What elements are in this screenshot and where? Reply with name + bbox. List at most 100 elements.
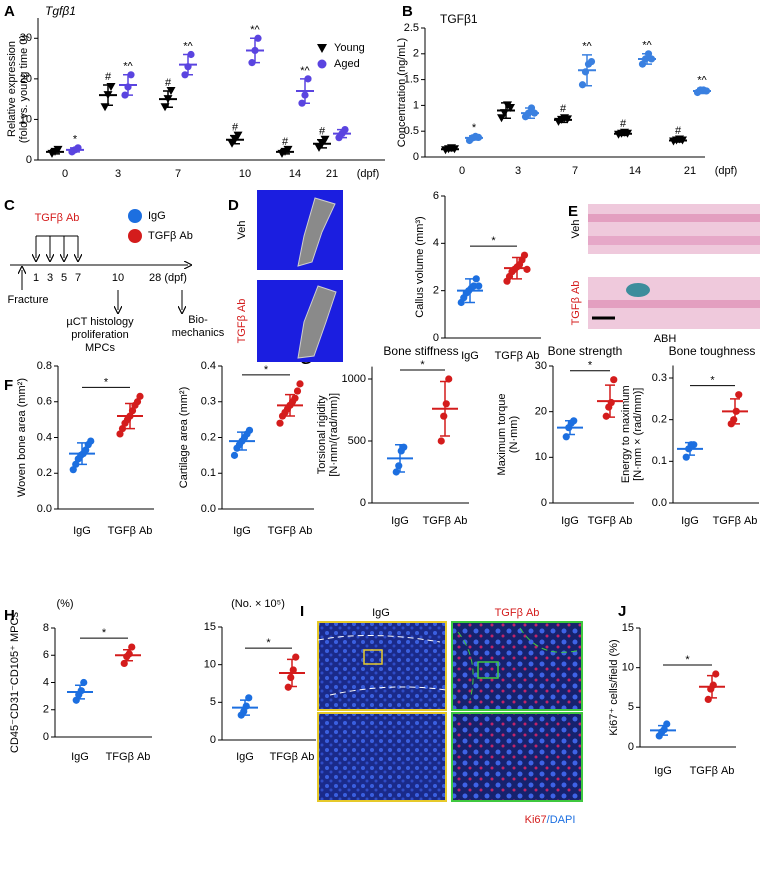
significance: *^ [250,24,260,36]
y-axis-label: Ki67⁺ cells/field (%) [608,639,620,735]
schematic: TGFβ Ab 1 3 5 7 10 28 (dpf) Fracture µCT… [8,209,225,354]
zoom-box [477,661,499,679]
error-bar [558,116,568,124]
chart-title: Tgfβ1 [45,4,76,18]
data-point [296,380,304,388]
y-tick-label: 2 [433,285,439,297]
significance: # [282,136,289,148]
y-tick-label: 0 [210,734,216,746]
significance: * [472,122,477,134]
error-bar [103,84,113,106]
day-label: 28 (dpf) [149,272,187,284]
stain-blue: /DAPI [547,814,576,826]
x-tick-label: 21 [684,165,696,177]
cartilage [626,283,650,297]
x-tick-label: TGFβ Ab [713,515,758,527]
x-tick-label: 3 [515,165,521,177]
data-point [442,400,450,408]
chart-title: Bone strength [548,344,623,358]
data-point [118,424,127,433]
y-tick-label: 0 [413,151,419,163]
x-tick-label: TGFβ Ab [495,350,540,362]
significance: * [685,654,690,666]
error-bar [123,74,133,96]
panel-label: H [4,607,15,624]
significance: * [266,637,271,649]
data-point [87,437,95,445]
x-tick-label: IgG [236,751,254,763]
y-tick-label: 10 [204,659,216,671]
y-tick-label: 30 [20,32,32,44]
panel-label: E [568,203,578,220]
y-tick-label: 10 [535,451,547,463]
error-bar [337,128,347,139]
day-label: 5 [61,272,67,284]
x-tick-label: IgG [71,751,89,763]
x-tick-label: TGFβ Ab [690,765,735,777]
ki67-image [317,621,447,711]
ct-images: Veh TGFβ Ab [236,190,343,362]
y-tick-label: 4 [43,676,49,688]
error-bar [123,649,133,662]
ki67-images: IgG TGFβ Ab Ki67/DAPI [317,607,583,826]
image-label: Veh [570,220,582,239]
data-point [125,650,133,658]
y-tick-label: 500 [348,435,366,447]
x-tick-label: 7 [175,168,181,180]
analysis-label: mechanics [172,327,225,339]
error-bar [280,149,290,155]
x-tick-label: IgG [561,515,579,527]
data-point [116,430,124,438]
significance: * [102,627,107,639]
data-point [72,460,80,468]
data-point [578,81,587,89]
treatment-label: TGFβ Ab [35,212,80,224]
y-axis-label: CD45⁻CD31⁻CD105⁺ MPCs [9,612,21,753]
panel-label: A [4,3,15,20]
y-tick-label: 20 [20,73,32,85]
significance: # [675,125,682,137]
y-axis-label: [N·mm × (rad/mm)] [632,388,644,481]
tissue [588,300,760,308]
data-point [230,451,239,459]
y-tick-label: 2 [413,48,419,60]
x-tick-label: TFGβ Ab [270,751,315,763]
stain-label: ABH [654,333,677,345]
error-bar [618,131,628,137]
unit-label: (No. × 10⁵) [231,598,285,610]
panel-label: I [300,603,304,620]
bone [297,285,337,359]
event-label: Fracture [8,294,49,306]
x-tick-label: IgG [233,525,251,537]
y-tick-label: 0.6 [37,396,52,408]
y-axis-label: Concentration (ng/mL) [396,38,408,147]
y-tick-label: 30 [535,360,547,372]
day-label: 3 [47,272,53,284]
panel-label: C [4,197,15,214]
data-point [242,702,250,710]
x-tick-label: 0 [62,168,68,180]
y-tick-label: 2.5 [404,22,419,34]
y-tick-label: 1.5 [404,74,419,86]
y-tick-label: 0.2 [37,467,52,479]
data-point [440,412,448,420]
image-label: TGFβ Ab [236,299,248,344]
data-point [82,446,90,454]
significance: # [165,77,172,89]
x-tick-label: IgG [461,350,479,362]
data-point [80,678,88,687]
y-tick-label: 0.1 [201,467,216,479]
significance: # [105,71,112,83]
y-tick-label: 15 [204,621,216,633]
outline [457,627,581,701]
x-axis-label: (dpf) [715,165,738,177]
y-axis-label: (N·mm) [508,416,520,453]
data-point [602,412,610,420]
significance: # [232,122,239,134]
significance: * [264,364,269,376]
x-tick-label: IgG [654,765,672,777]
error-bar [75,684,85,700]
y-tick-label: 0 [360,497,366,509]
error-bar [183,53,193,76]
error-bar [501,102,511,120]
